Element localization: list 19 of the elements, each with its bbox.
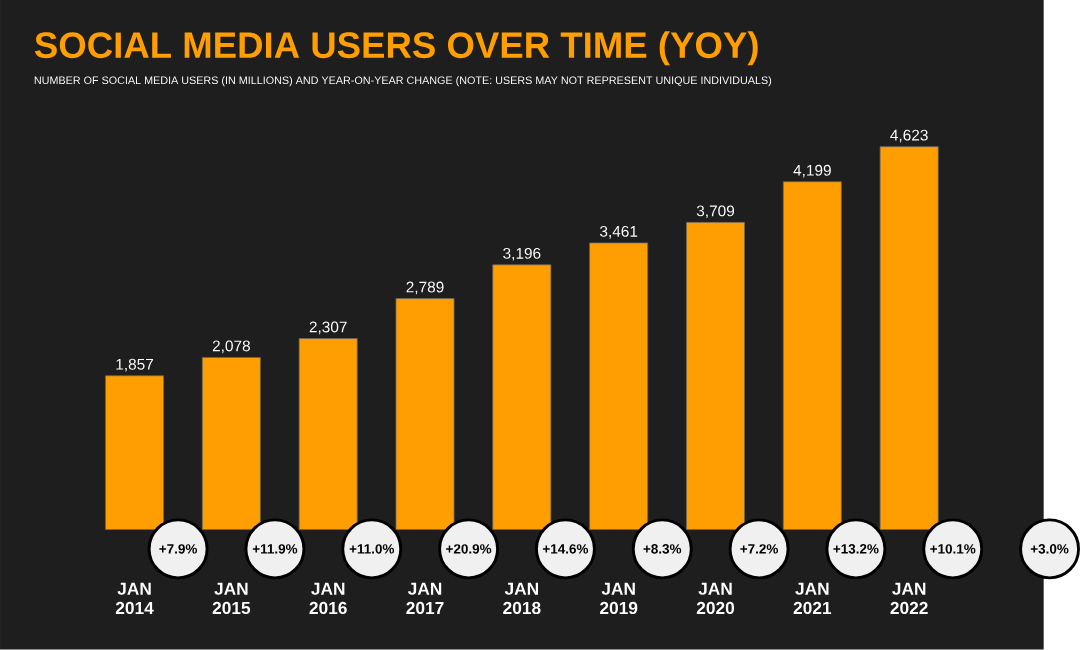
bar xyxy=(686,222,745,531)
bar xyxy=(201,357,261,531)
bar xyxy=(492,264,552,531)
chart-title: SOCIAL MEDIA USERS OVER TIME (YOY) xyxy=(34,31,758,66)
x-tick-label: JAN 2014 xyxy=(115,583,154,615)
x-tick-label: JAN 2018 xyxy=(503,583,541,615)
x-tick-label: JAN 2015 xyxy=(212,583,251,615)
bar xyxy=(395,298,455,531)
x-tick-label: JAN 2016 xyxy=(309,583,347,615)
x-tick-label: JAN 2020 xyxy=(696,583,735,615)
x-tick-label: JAN 2022 xyxy=(890,583,928,615)
bar xyxy=(782,181,842,531)
bar xyxy=(105,375,164,531)
x-tick-label: JAN 2019 xyxy=(600,583,638,615)
x-tick-label: JAN 2021 xyxy=(793,583,832,615)
bar xyxy=(589,242,649,531)
bar xyxy=(298,338,358,531)
x-tick-label: JAN 2017 xyxy=(406,583,444,615)
bar xyxy=(879,146,939,531)
